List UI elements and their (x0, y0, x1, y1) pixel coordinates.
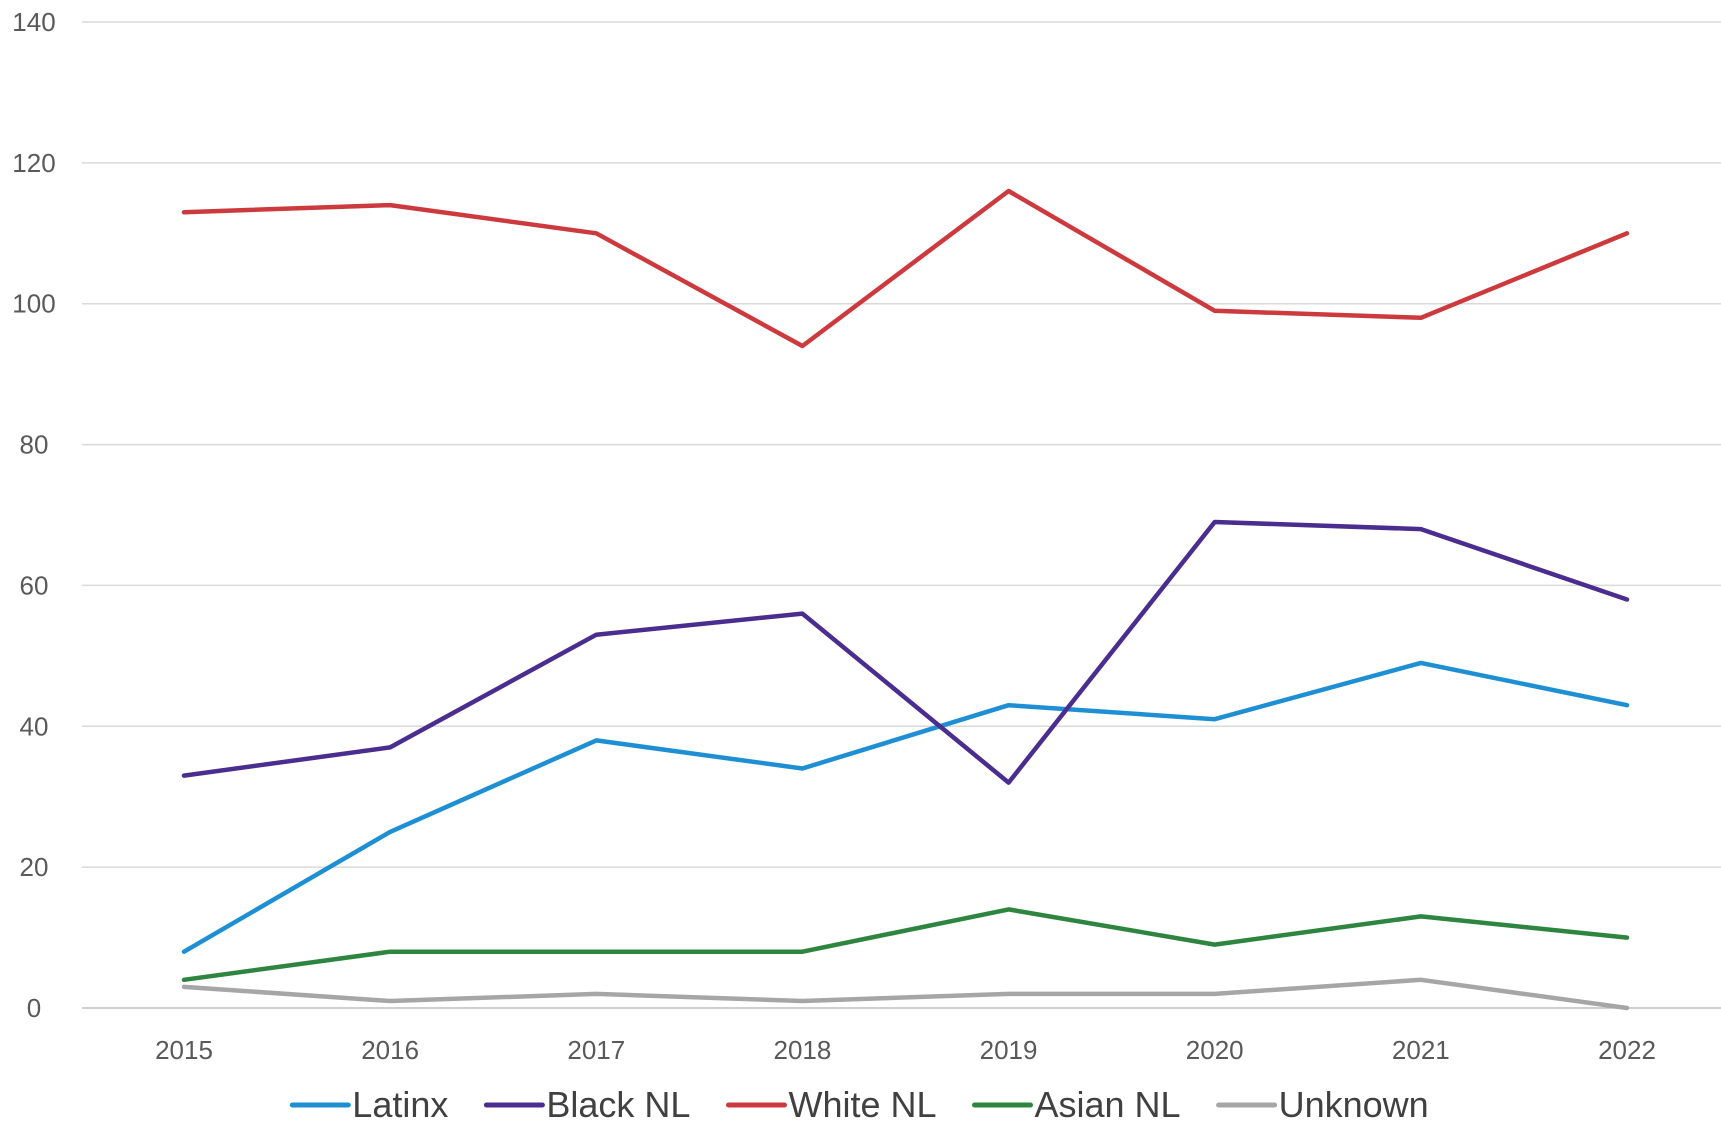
y-tick-label: 0 (27, 993, 41, 1023)
series-line-latinx (181, 660, 1630, 954)
series-lines (181, 188, 1630, 1011)
x-tick-label: 2017 (567, 1035, 625, 1065)
y-tick-label: 120 (12, 148, 55, 178)
legend-label: White NL (789, 1084, 937, 1125)
y-tick-label: 100 (12, 289, 55, 319)
x-tick-label: 2015 (155, 1035, 213, 1065)
legend-item: Latinx (289, 1084, 448, 1125)
y-tick-label: 20 (20, 852, 49, 882)
x-tick-label: 2016 (361, 1035, 419, 1065)
legend-label: Unknown (1279, 1084, 1429, 1125)
y-axis-tick-labels: 0 20 40 60 80 100 120 140 (12, 7, 55, 1023)
legend-label: Asian NL (1035, 1084, 1181, 1125)
legend-item: White NL (726, 1084, 937, 1125)
x-tick-label: 2022 (1598, 1035, 1656, 1065)
x-tick-label: 2021 (1392, 1035, 1450, 1065)
legend-item: Black NL (483, 1084, 690, 1125)
y-tick-label: 140 (12, 7, 55, 37)
gridlines (82, 21, 1721, 1009)
legend-label: Black NL (546, 1084, 690, 1125)
y-tick-label: 40 (20, 711, 49, 741)
legend-label: Latinx (352, 1084, 448, 1125)
x-axis-tick-labels: 2015 2016 2017 2018 2019 2020 2021 2022 (155, 1035, 1656, 1065)
series-line-asian-nl (181, 907, 1630, 983)
legend-item: Asian NL (972, 1084, 1181, 1125)
x-tick-label: 2020 (1186, 1035, 1244, 1065)
y-tick-label: 80 (20, 430, 49, 460)
series-line-white-nl (181, 188, 1630, 349)
series-line-unknown (181, 977, 1630, 1011)
series-line-black-nl (181, 519, 1630, 785)
y-tick-label: 60 (20, 570, 49, 600)
legend: Latinx Black NL White NL Asian NL Unknown (289, 1084, 1429, 1125)
x-tick-label: 2019 (980, 1035, 1038, 1065)
x-tick-label: 2018 (774, 1035, 832, 1065)
legend-item: Unknown (1216, 1084, 1429, 1125)
